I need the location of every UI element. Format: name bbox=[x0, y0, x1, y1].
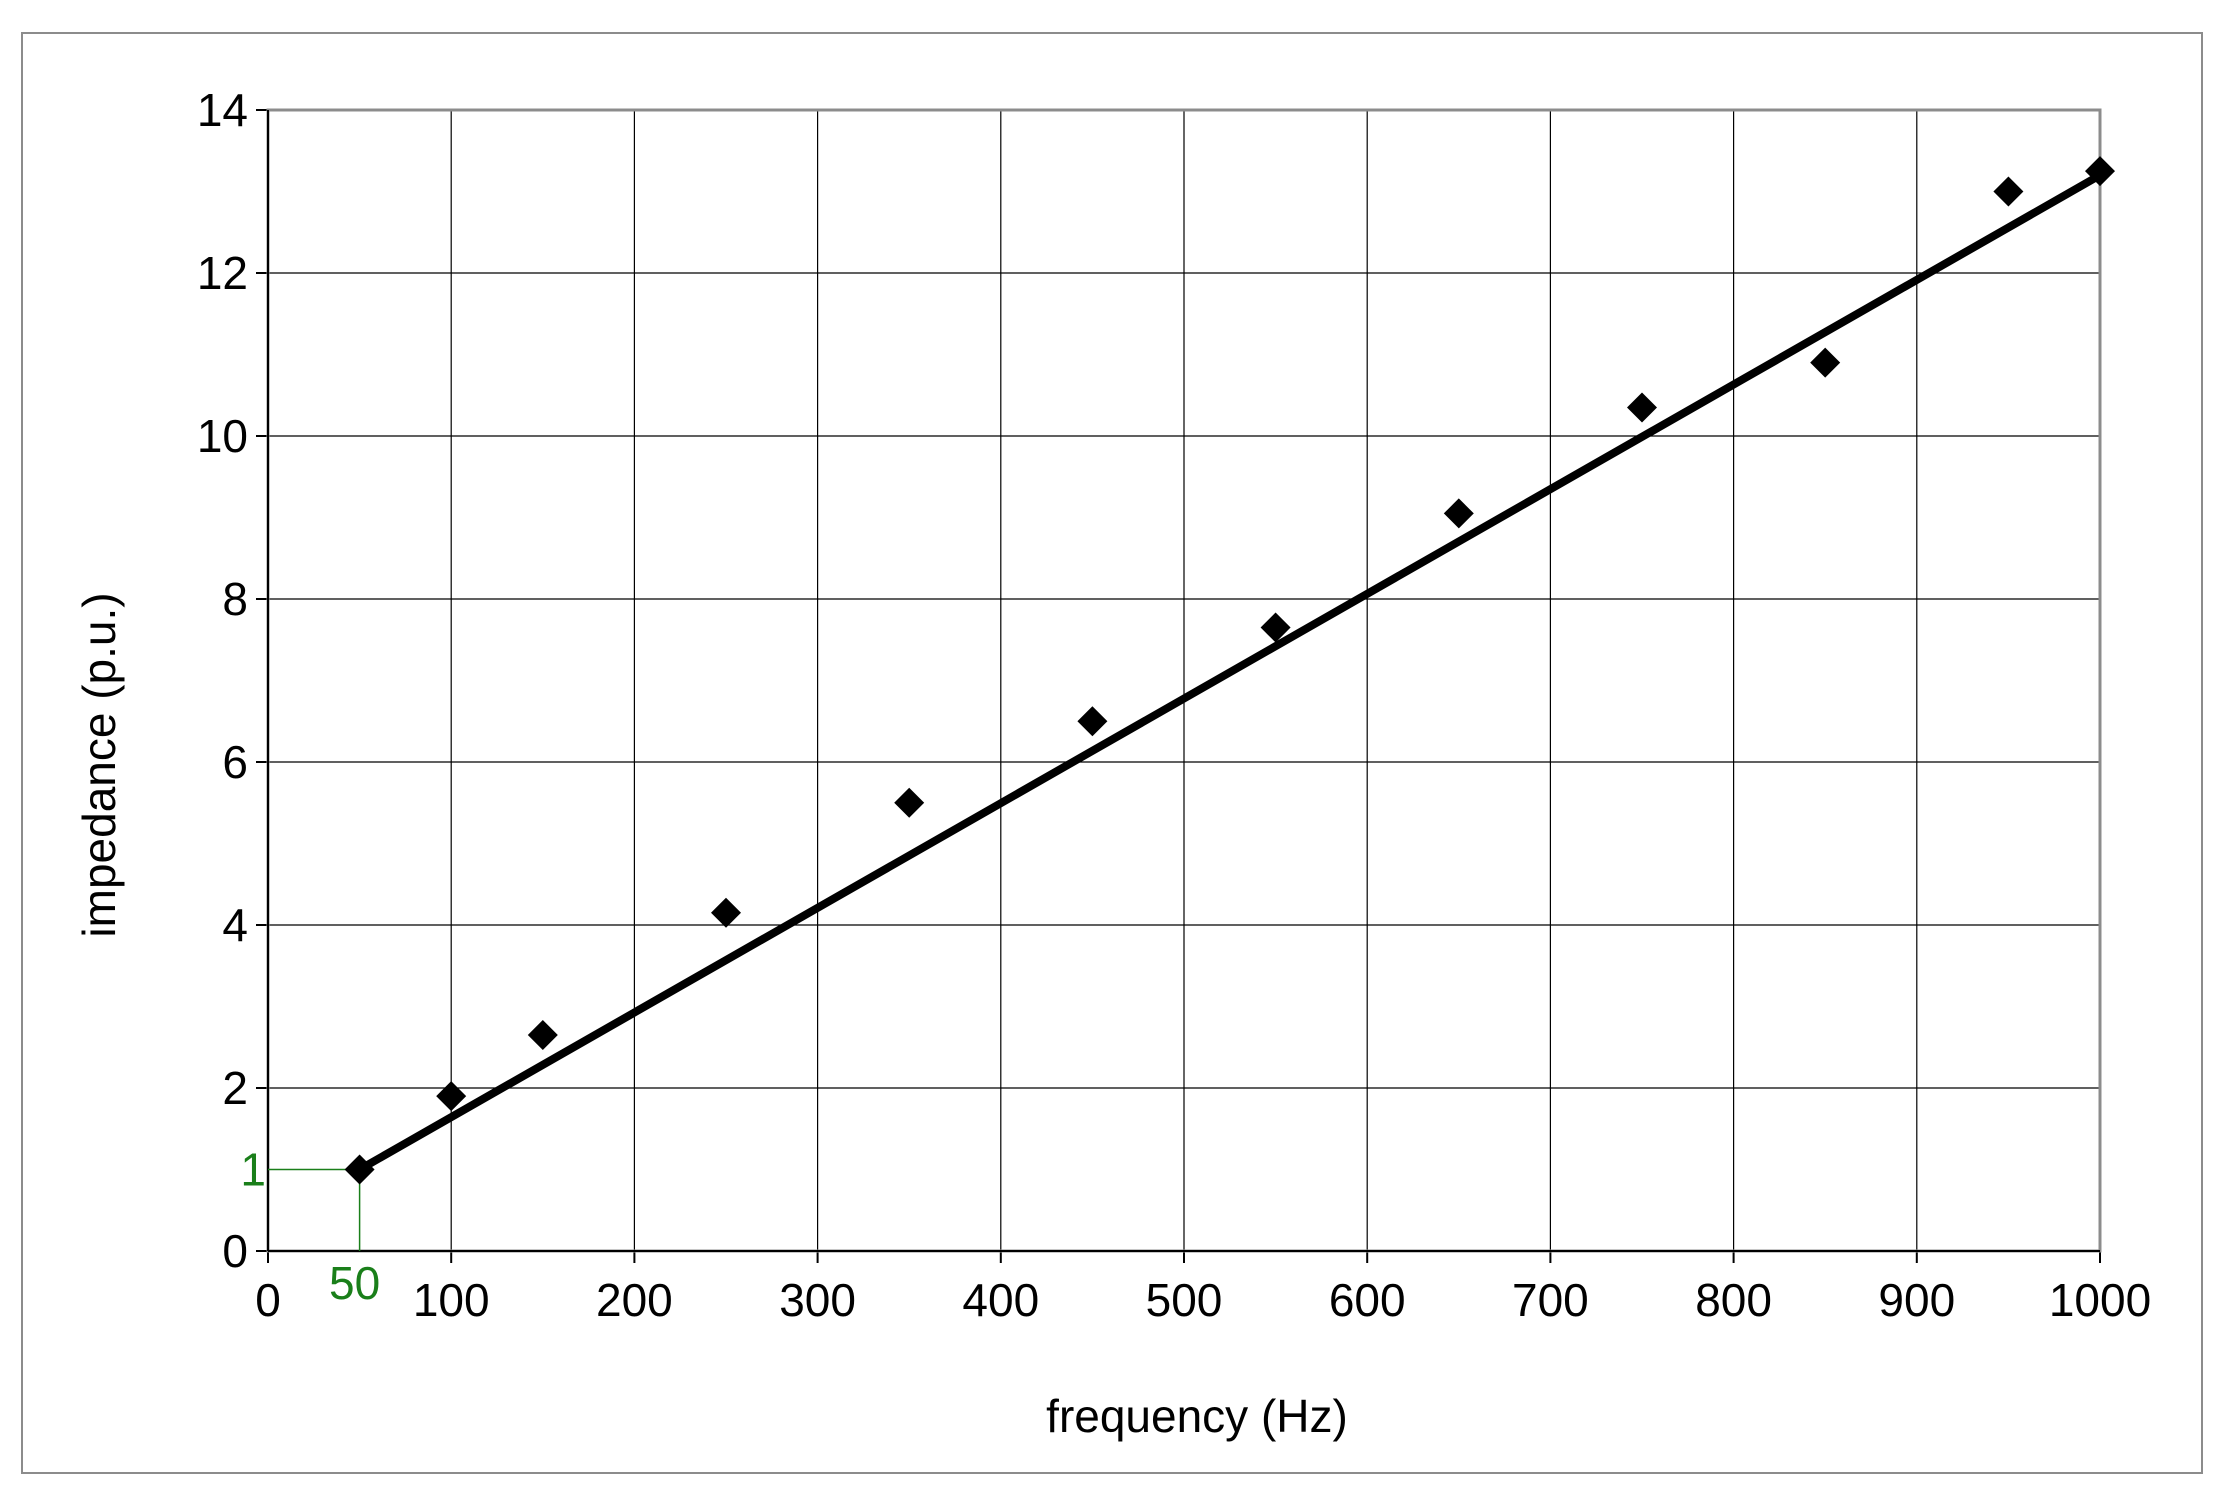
grid bbox=[268, 109, 2101, 1251]
data-point-marker bbox=[527, 1020, 558, 1051]
data-point-marker bbox=[2085, 156, 2115, 187]
data-point-marker bbox=[1260, 612, 1291, 643]
x-tick-label: 200 bbox=[596, 1274, 673, 1326]
y-tick-label: 12 bbox=[197, 247, 248, 299]
data-point-marker bbox=[1443, 498, 1474, 529]
fit-line-group bbox=[355, 171, 2104, 1174]
y-tick-label: 6 bbox=[222, 736, 248, 788]
y-tick-label: 14 bbox=[197, 84, 248, 136]
data-point-marker bbox=[711, 897, 741, 928]
y-tick-label: 2 bbox=[222, 1062, 248, 1114]
data-point-marker bbox=[1077, 706, 1108, 737]
x-tick-label: 500 bbox=[1146, 1274, 1223, 1326]
data-point-marker bbox=[1810, 347, 1841, 378]
chart-frame bbox=[21, 32, 2203, 1474]
x-tick-label: 400 bbox=[962, 1274, 1039, 1326]
annotation-lines bbox=[268, 1168, 361, 1251]
axes bbox=[256, 108, 2102, 1263]
x-tick-label: 900 bbox=[1878, 1274, 1955, 1326]
y-tick-label: 10 bbox=[197, 410, 248, 462]
points bbox=[344, 156, 2115, 1185]
y-tick-label: 0 bbox=[222, 1225, 248, 1277]
data-point-marker bbox=[894, 787, 925, 818]
data-point-marker bbox=[1627, 392, 1657, 423]
x-tick-label: 300 bbox=[779, 1274, 856, 1326]
labels: 0 100 200 300 400 500 600 700 800 900 1000 0 2 4 6 8 10 1… bbox=[197, 84, 2151, 1326]
x-tick-label: 800 bbox=[1695, 1274, 1772, 1326]
x-tick-label: 1000 bbox=[2049, 1274, 2151, 1326]
y-axis-title: impedance (p.u.) bbox=[73, 592, 125, 937]
x-axis-title: frequency (Hz) bbox=[1046, 1390, 1348, 1442]
x-tick-label: 600 bbox=[1329, 1274, 1406, 1326]
data-point-marker bbox=[436, 1081, 467, 1112]
x-tick-label: 0 bbox=[255, 1274, 281, 1326]
y-tick-label: 4 bbox=[222, 899, 248, 951]
annotation-x-label: 50 bbox=[329, 1257, 380, 1309]
annotation-y-label: 1 bbox=[240, 1144, 266, 1196]
x-tick-label: 700 bbox=[1512, 1274, 1589, 1326]
y-tick-label: 8 bbox=[222, 573, 248, 625]
data-point-marker bbox=[344, 1154, 375, 1185]
fit-line bbox=[355, 171, 2104, 1174]
x-tick-label: 100 bbox=[413, 1274, 490, 1326]
data-point-marker bbox=[1993, 176, 2024, 207]
